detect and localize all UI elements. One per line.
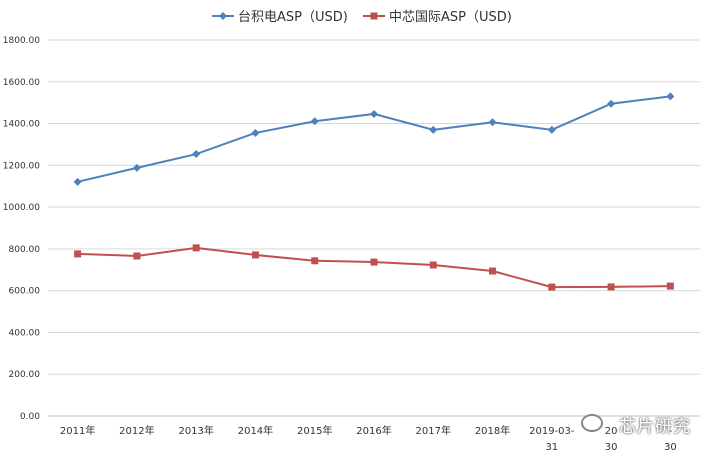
data-point (192, 244, 200, 252)
data-point (310, 117, 319, 126)
legend-label: 中芯国际ASP（USD) (389, 10, 512, 25)
x-tick-label: 2012年 (119, 424, 154, 437)
data-point (133, 252, 141, 260)
wechat-icon (581, 414, 603, 432)
y-tick-label: 400.00 (9, 328, 41, 338)
data-point (132, 163, 141, 172)
data-point (370, 109, 378, 118)
data-point (666, 282, 674, 290)
data-point (607, 283, 615, 291)
x-tick-label: 2014年 (238, 424, 273, 437)
x-axis: 2011年 2012年 2013年 2014年 2015年 2016年 2017年 2018年… (60, 424, 677, 453)
data-point (370, 258, 378, 266)
legend-marker (219, 12, 227, 20)
data-point (607, 99, 616, 108)
chart-legend: 台积电ASP（USD) 中芯国际ASP（USD) (212, 10, 512, 25)
y-tick-label: 600.00 (9, 287, 41, 297)
y-tick-label: 200.00 (9, 370, 41, 380)
data-point (73, 177, 82, 186)
y-tick-label: 1200.00 (3, 161, 40, 171)
data-point (547, 125, 556, 134)
y-tick-label: 1000.00 (3, 203, 40, 213)
watermark: 芯片研究 (619, 417, 691, 437)
data-point (488, 118, 497, 127)
data-point (251, 128, 260, 137)
data-point (489, 267, 497, 275)
y-tick-label: 800.00 (9, 245, 41, 255)
x-tick-label: 2015年 (297, 424, 332, 437)
data-point (666, 92, 675, 101)
x-tick-label: 2018年 (475, 424, 510, 437)
data-point (429, 261, 437, 269)
x-tick-label: 2011年 (60, 424, 95, 437)
legend-marker (370, 12, 378, 20)
chart-grid (48, 39, 700, 417)
y-axis: 0.00 200.00 400.00 600.00 800.00 1000.00 1200.… (3, 36, 40, 422)
data-point (74, 250, 82, 258)
data-point (251, 251, 259, 259)
legend-label: 台积电ASP（USD) (238, 10, 348, 25)
y-tick-label: 1800.00 (3, 36, 40, 46)
series-line-2 (77, 246, 671, 289)
data-point (311, 257, 319, 265)
x-tick-label: 20 30 (605, 426, 618, 453)
x-tick-label: 2017年 (416, 424, 451, 437)
y-tick-label: 0.00 (20, 412, 40, 422)
chart-series (73, 92, 675, 291)
data-point (548, 283, 556, 291)
y-tick-label: 1600.00 (3, 78, 40, 88)
x-tick-label: -30 (664, 426, 677, 453)
y-tick-label: 1400.00 (3, 120, 40, 130)
x-tick-label: 2019-03-31 (529, 426, 575, 453)
data-point (429, 125, 438, 134)
series-line-1 (77, 95, 671, 183)
x-tick-label: 2013年 (178, 424, 213, 437)
data-point (192, 150, 201, 159)
x-tick-label: 2016年 (356, 424, 391, 437)
